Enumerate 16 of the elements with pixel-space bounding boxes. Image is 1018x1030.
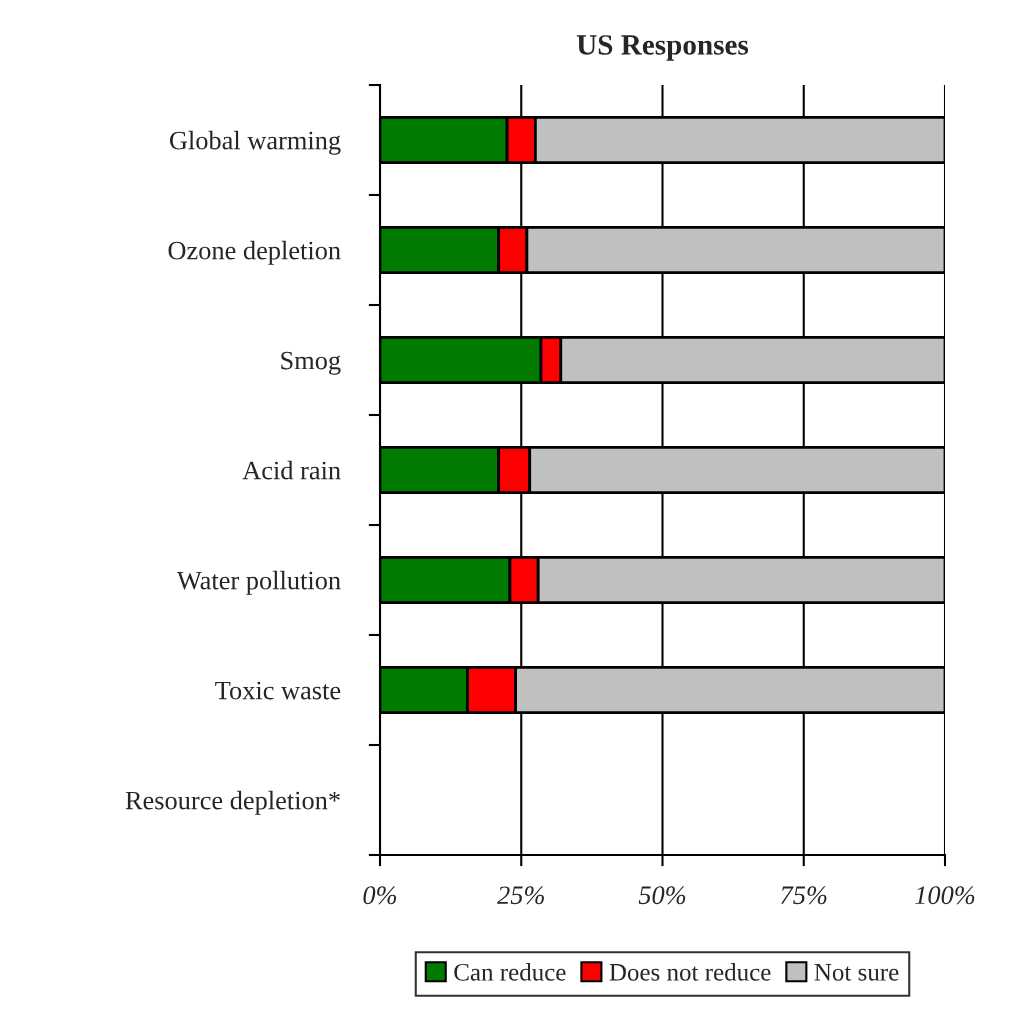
y-tick-label: Acid rain: [242, 460, 341, 480]
x-tick-label: 100%: [915, 886, 975, 905]
x-tick-label: 75%: [781, 886, 827, 905]
y-tick-label: Smog: [281, 351, 341, 375]
chart-title: US Responses: [576, 35, 749, 61]
legend-label: Can reduce: [454, 963, 566, 981]
y-tick-label: Resource depletion*: [125, 790, 340, 815]
x-tick-label: 50%: [638, 886, 686, 905]
y-tick-label: Water pollution: [176, 570, 341, 595]
y-tick-label: Toxic waste: [215, 681, 341, 700]
x-tick-label: 25%: [497, 886, 544, 905]
legend-label: Not sure: [814, 964, 899, 981]
legend-label: Does not reduce: [609, 963, 771, 981]
x-tick-label: 0%: [363, 886, 397, 905]
y-tick-label: Ozone depletion: [168, 240, 341, 265]
y-tick-label: Global warming: [169, 130, 341, 155]
